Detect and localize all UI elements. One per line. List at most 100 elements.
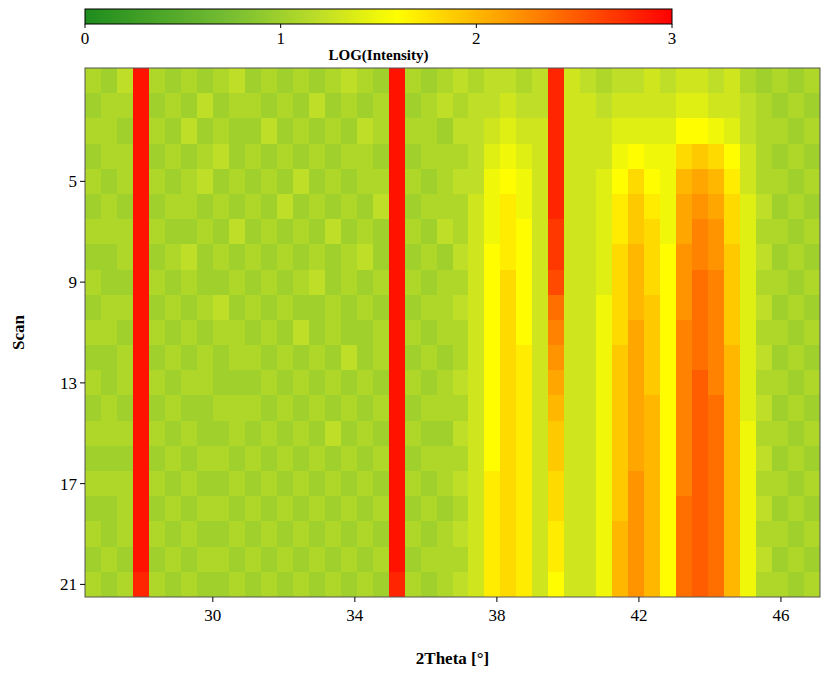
cell: [628, 572, 645, 597]
cell: [309, 93, 326, 119]
cell: [101, 395, 118, 421]
cell: [277, 547, 294, 573]
cell: [484, 446, 501, 472]
cell: [245, 270, 262, 296]
chart: 0123LOG(Intensity)3034384246591317212The…: [0, 0, 828, 679]
cell: [756, 471, 773, 497]
cell: [756, 219, 773, 245]
cell: [373, 93, 390, 119]
cell: [612, 395, 629, 421]
cell: [85, 144, 102, 170]
cell: [708, 118, 725, 144]
cell: [484, 194, 501, 220]
y-tick-label: 21: [60, 575, 77, 594]
cell: [421, 244, 438, 270]
cell: [804, 521, 820, 547]
cell: [468, 421, 485, 447]
x-tick-label: 46: [772, 606, 789, 625]
cell: [644, 496, 661, 522]
cell: [133, 68, 150, 94]
cell: [405, 93, 422, 119]
cell: [229, 421, 246, 447]
cell: [660, 496, 677, 522]
cell: [804, 118, 820, 144]
cell: [772, 244, 789, 270]
cell: [532, 521, 549, 547]
cell: [213, 219, 230, 245]
cell: [325, 219, 342, 245]
cell: [772, 169, 789, 195]
cell: [437, 370, 454, 396]
cell: [500, 93, 517, 119]
cell: [532, 471, 549, 497]
cell: [229, 320, 246, 346]
cell: [117, 547, 134, 573]
cell: [548, 320, 565, 346]
cell: [708, 295, 725, 321]
cell: [532, 270, 549, 296]
cell: [421, 68, 438, 94]
cell: [580, 395, 597, 421]
cell: [229, 496, 246, 522]
cell: [229, 144, 246, 170]
cell: [213, 118, 230, 144]
cell: [325, 270, 342, 296]
cell: [85, 496, 102, 522]
cell: [596, 421, 613, 447]
cell: [277, 219, 294, 245]
cell: [437, 270, 454, 296]
cell: [213, 547, 230, 573]
cell: [596, 521, 613, 547]
cell: [421, 496, 438, 522]
cell: [357, 194, 374, 220]
cell: [325, 521, 342, 547]
cell: [245, 169, 262, 195]
cell: [804, 446, 820, 472]
cell: [149, 370, 166, 396]
cell: [564, 244, 581, 270]
cell: [229, 244, 246, 270]
cell: [612, 496, 629, 522]
cell: [437, 194, 454, 220]
cell: [421, 169, 438, 195]
cell: [197, 144, 214, 170]
cell: [453, 219, 470, 245]
cell: [532, 194, 549, 220]
cell: [229, 295, 246, 321]
cell: [357, 496, 374, 522]
cell: [261, 144, 278, 170]
cell: [117, 446, 134, 472]
cell: [101, 169, 118, 195]
cell: [389, 547, 406, 573]
cell: [325, 93, 342, 119]
cell: [676, 244, 693, 270]
cell: [516, 471, 533, 497]
cell: [133, 244, 150, 270]
cell: [117, 169, 134, 195]
y-tick: [80, 483, 85, 484]
cell: [149, 144, 166, 170]
cell: [484, 471, 501, 497]
cell: [149, 320, 166, 346]
plot-frame: [85, 68, 820, 597]
cell: [389, 93, 406, 119]
cell: [692, 118, 709, 144]
cell: [692, 68, 709, 94]
cell: [181, 169, 198, 195]
cell: [181, 395, 198, 421]
cell: [373, 194, 390, 220]
cell: [772, 496, 789, 522]
cell: [85, 93, 102, 119]
cell: [692, 547, 709, 573]
cell: [516, 194, 533, 220]
cell: [772, 68, 789, 94]
cell: [101, 471, 118, 497]
cell: [612, 446, 629, 472]
cell: [788, 370, 805, 396]
cell: [628, 68, 645, 94]
cell: [676, 68, 693, 94]
cell: [740, 395, 757, 421]
cell: [245, 547, 262, 573]
cell: [261, 194, 278, 220]
cell: [165, 572, 182, 597]
